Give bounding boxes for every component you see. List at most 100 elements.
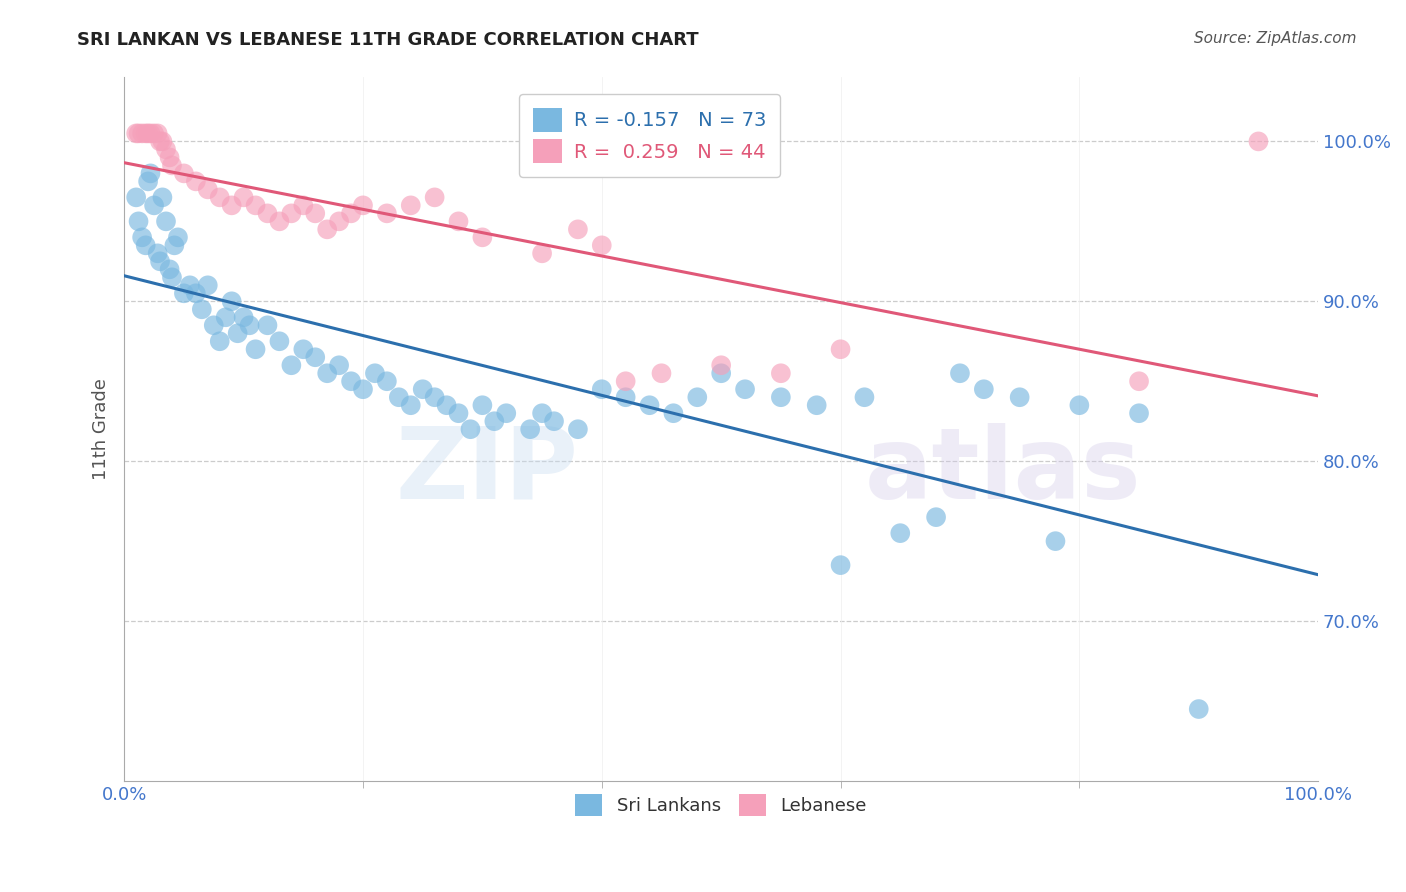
Point	[269, 334, 291, 349]
Point	[179, 278, 201, 293]
Point	[143, 198, 166, 212]
Point	[146, 246, 169, 260]
Point	[710, 358, 733, 372]
Point	[316, 366, 339, 380]
Point	[131, 230, 153, 244]
Point	[567, 222, 589, 236]
Point	[128, 127, 150, 141]
Point	[149, 135, 172, 149]
Point	[567, 422, 589, 436]
Point	[208, 334, 231, 349]
Point	[328, 214, 350, 228]
Point	[159, 262, 181, 277]
Point	[364, 366, 387, 380]
Point	[280, 358, 302, 372]
Point	[155, 142, 177, 156]
Point	[256, 318, 278, 333]
Point	[388, 390, 411, 404]
Point	[128, 214, 150, 228]
Point	[221, 198, 243, 212]
Point	[949, 366, 972, 380]
Point	[143, 127, 166, 141]
Point	[1069, 398, 1091, 412]
Point	[375, 206, 398, 220]
Point	[686, 390, 709, 404]
Point	[531, 246, 554, 260]
Point	[531, 406, 554, 420]
Point	[375, 374, 398, 388]
Point	[232, 190, 254, 204]
Point	[399, 198, 422, 212]
Point	[352, 382, 374, 396]
Point	[806, 398, 828, 412]
Point	[423, 390, 446, 404]
Point	[423, 190, 446, 204]
Point	[184, 286, 207, 301]
Point	[591, 382, 613, 396]
Point	[202, 318, 225, 333]
Point	[232, 310, 254, 325]
Point	[340, 374, 363, 388]
Point	[399, 398, 422, 412]
Legend: Sri Lankans, Lebanese: Sri Lankans, Lebanese	[567, 785, 876, 825]
Point	[973, 382, 995, 396]
Point	[889, 526, 911, 541]
Point	[159, 150, 181, 164]
Point	[352, 198, 374, 212]
Point	[139, 127, 162, 141]
Point	[197, 278, 219, 293]
Point	[125, 190, 148, 204]
Point	[280, 206, 302, 220]
Point	[460, 422, 482, 436]
Point	[925, 510, 948, 524]
Point	[484, 414, 506, 428]
Point	[173, 166, 195, 180]
Point	[830, 343, 852, 357]
Text: ZIP: ZIP	[395, 423, 578, 520]
Point	[614, 390, 637, 404]
Point	[256, 206, 278, 220]
Point	[304, 206, 326, 220]
Point	[146, 127, 169, 141]
Point	[226, 326, 249, 341]
Point	[191, 302, 214, 317]
Point	[269, 214, 291, 228]
Point	[412, 382, 434, 396]
Point	[543, 414, 565, 428]
Point	[591, 238, 613, 252]
Point	[447, 214, 470, 228]
Point	[245, 343, 267, 357]
Point	[173, 286, 195, 301]
Point	[125, 127, 148, 141]
Point	[136, 174, 159, 188]
Point	[239, 318, 262, 333]
Point	[471, 398, 494, 412]
Point	[830, 558, 852, 573]
Point	[304, 351, 326, 365]
Point	[135, 127, 157, 141]
Point	[853, 390, 876, 404]
Y-axis label: 11th Grade: 11th Grade	[93, 378, 110, 480]
Point	[638, 398, 661, 412]
Point	[184, 174, 207, 188]
Point	[662, 406, 685, 420]
Text: atlas: atlas	[865, 423, 1142, 520]
Point	[149, 254, 172, 268]
Point	[340, 206, 363, 220]
Point	[614, 374, 637, 388]
Point	[769, 390, 792, 404]
Point	[1128, 406, 1150, 420]
Point	[710, 366, 733, 380]
Point	[197, 182, 219, 196]
Point	[1188, 702, 1211, 716]
Point	[734, 382, 756, 396]
Point	[1247, 135, 1270, 149]
Point	[519, 422, 541, 436]
Point	[139, 166, 162, 180]
Point	[316, 222, 339, 236]
Point	[1045, 534, 1067, 549]
Point	[152, 135, 174, 149]
Point	[1128, 374, 1150, 388]
Point	[163, 238, 186, 252]
Point	[471, 230, 494, 244]
